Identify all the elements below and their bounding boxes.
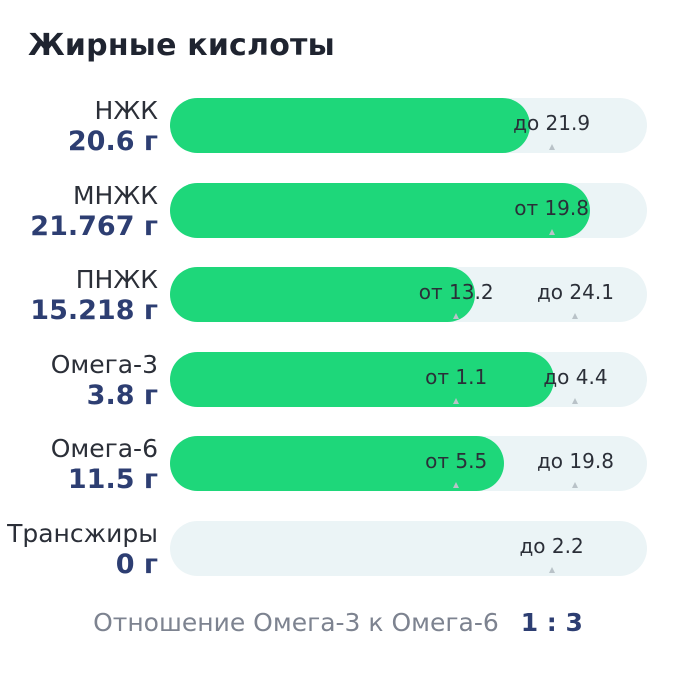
norm-threshold-marker-icon <box>548 228 555 235</box>
norm-threshold-label: от 13.2 <box>418 280 494 304</box>
nutrient-progress-track: до 21.9 <box>170 98 647 153</box>
norm-threshold-marker-icon <box>572 313 579 319</box>
omega-ratio-label: Отношение Омега-3 к Омега-6 <box>93 608 499 637</box>
nutrient-name: МНЖК <box>72 180 158 210</box>
nutrient-progress-track: от 1.1 до 4.4 <box>170 351 647 407</box>
norm-threshold-marker-icon <box>453 313 460 319</box>
norm-threshold-label: от 1.1 <box>425 364 488 389</box>
norm-threshold-marker-icon <box>453 482 460 488</box>
nutrient-progress-fill <box>170 351 554 407</box>
nutrient-row: Трансжиры 0 г до 2.2 <box>0 518 676 580</box>
nutrient-row: ПНЖК 15.218 г от 13.2 до 24.1 <box>0 265 676 326</box>
nutrient-progress-track: от 13.2 до 24.1 <box>170 267 647 322</box>
nutrient-amount: 20.6 г <box>67 126 158 157</box>
omega-ratio-value: 1 : 3 <box>520 608 583 637</box>
norm-threshold-marker-icon <box>572 397 579 404</box>
nutrient-progress-fill <box>170 182 590 238</box>
norm-threshold-marker-icon <box>548 144 555 150</box>
nutrient-name: Трансжиры <box>7 518 158 548</box>
norm-threshold-label: до 21.9 <box>513 111 591 135</box>
nutrient-progress-fill <box>170 98 531 153</box>
nutrient-progress-fill <box>170 436 504 491</box>
nutrient-row: Омега-3 3.8 г от 1.1 до 4.4 <box>0 349 676 411</box>
omega-ratio: Отношение Омега-3 к Омега-6 1 : 3 <box>0 608 676 637</box>
nutrient-amount: 3.8 г <box>86 379 158 411</box>
norm-threshold-label: до 2.2 <box>519 533 584 558</box>
nutrient-row: Омега-6 11.5 г от 5.5 до 19.8 <box>0 434 676 495</box>
norm-threshold-label: до 4.4 <box>543 364 608 389</box>
nutrient-name: ПНЖК <box>75 265 158 294</box>
norm-threshold-label: до 24.1 <box>536 280 614 304</box>
norm-threshold-marker-icon <box>548 566 555 573</box>
section-title: Жирные кислоты <box>28 28 335 63</box>
nutrient-amount: 11.5 г <box>67 464 158 495</box>
norm-threshold-label: от 19.8 <box>514 195 589 220</box>
norm-threshold-marker-icon <box>453 397 460 404</box>
nutrient-progress-track: от 19.8 <box>170 182 647 238</box>
nutrient-row: МНЖК 21.767 г от 19.8 <box>0 180 676 242</box>
nutrient-amount: 21.767 г <box>30 210 158 242</box>
nutrient-amount: 0 г <box>115 548 158 580</box>
nutrient-progress-track: до 2.2 <box>170 520 647 576</box>
norm-threshold-label: от 5.5 <box>425 449 488 473</box>
nutrient-name: Омега-3 <box>50 349 158 379</box>
nutrient-name: НЖК <box>94 96 158 125</box>
norm-threshold-marker-icon <box>572 482 579 488</box>
nutrient-amount: 15.218 г <box>30 295 158 326</box>
nutrient-progress-fill <box>170 267 476 322</box>
nutrient-row: НЖК 20.6 г до 21.9 <box>0 96 676 157</box>
norm-threshold-label: до 19.8 <box>536 449 614 473</box>
nutrient-name: Омега-6 <box>50 434 158 463</box>
nutrient-progress-track: от 5.5 до 19.8 <box>170 436 647 491</box>
